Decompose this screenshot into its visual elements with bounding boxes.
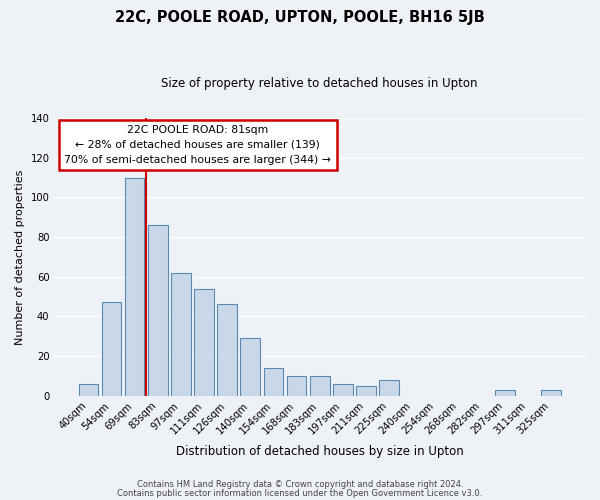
Bar <box>287 376 307 396</box>
Text: 22C POOLE ROAD: 81sqm
← 28% of detached houses are smaller (139)
70% of semi-det: 22C POOLE ROAD: 81sqm ← 28% of detached … <box>64 125 331 164</box>
Y-axis label: Number of detached properties: Number of detached properties <box>15 169 25 344</box>
Bar <box>333 384 353 396</box>
Bar <box>148 225 167 396</box>
Bar <box>356 386 376 396</box>
Text: 22C, POOLE ROAD, UPTON, POOLE, BH16 5JB: 22C, POOLE ROAD, UPTON, POOLE, BH16 5JB <box>115 10 485 25</box>
Bar <box>101 302 121 396</box>
Bar <box>79 384 98 396</box>
Bar <box>495 390 515 396</box>
Text: Contains HM Land Registry data © Crown copyright and database right 2024.: Contains HM Land Registry data © Crown c… <box>137 480 463 489</box>
Bar <box>241 338 260 396</box>
Title: Size of property relative to detached houses in Upton: Size of property relative to detached ho… <box>161 78 478 90</box>
Bar <box>379 380 399 396</box>
Text: Contains public sector information licensed under the Open Government Licence v3: Contains public sector information licen… <box>118 488 482 498</box>
Bar <box>194 288 214 396</box>
Bar <box>541 390 561 396</box>
Bar <box>263 368 283 396</box>
Bar <box>310 376 329 396</box>
Bar <box>125 178 145 396</box>
X-axis label: Distribution of detached houses by size in Upton: Distribution of detached houses by size … <box>176 444 464 458</box>
Bar <box>217 304 237 396</box>
Bar <box>171 272 191 396</box>
